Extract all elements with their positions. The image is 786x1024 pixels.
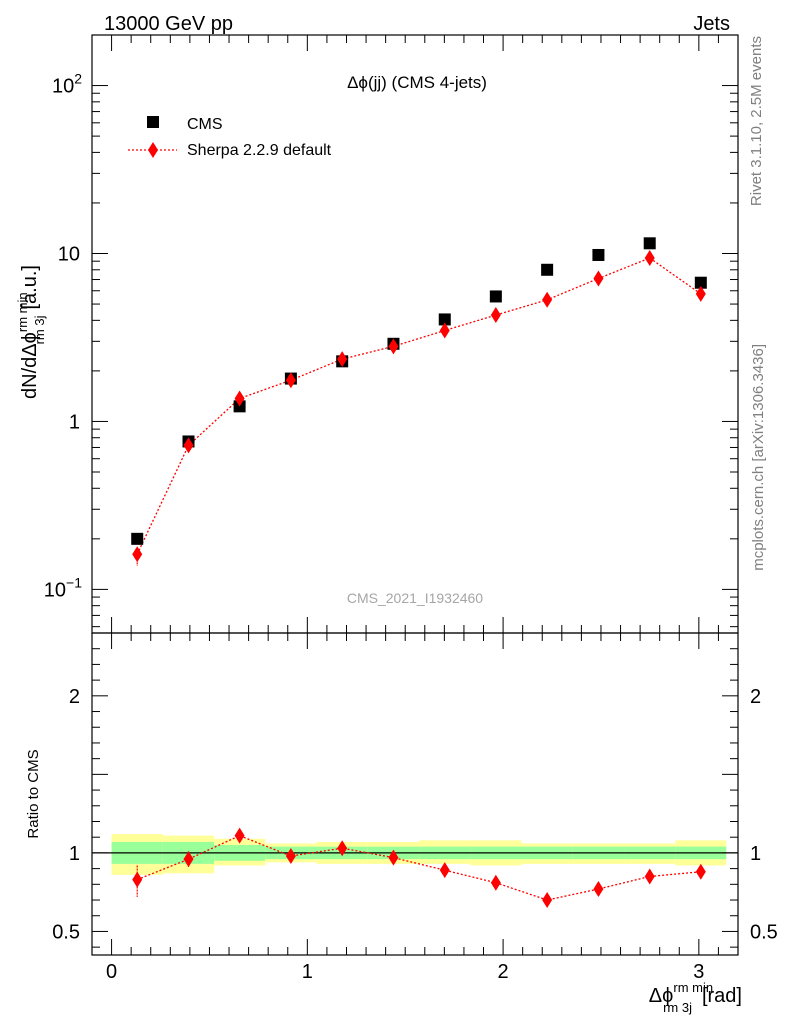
ratio-y-tick-label-left: 2 bbox=[69, 686, 80, 708]
main-x-ticks bbox=[111, 35, 739, 633]
main-points bbox=[131, 237, 707, 566]
analysis-id: CMS_2021_I1932460 bbox=[347, 590, 483, 606]
cms-point bbox=[438, 313, 451, 326]
ratio-mc-point bbox=[490, 874, 501, 891]
y-tick-label: 10 bbox=[58, 244, 80, 266]
legend: CMS Sherpa 2.2.9 default bbox=[128, 116, 332, 159]
y-tick-label: 10−1 bbox=[44, 574, 82, 601]
ratio-points bbox=[132, 827, 706, 909]
mc-point bbox=[490, 307, 501, 324]
chart-title: Δϕ(jj) (CMS 4-jets) bbox=[347, 73, 487, 92]
xlabel-sub: rm 3j bbox=[663, 1000, 692, 1015]
x-tick-label: 1 bbox=[302, 961, 313, 983]
y-tick-label: 1 bbox=[69, 411, 80, 433]
mc-line bbox=[136, 257, 702, 555]
cms-point bbox=[489, 290, 502, 303]
x-axis-label: Δϕrm min rm 3j [rad] bbox=[649, 980, 742, 1015]
ylabel-unit: [a.u.] bbox=[19, 265, 41, 309]
xlabel-main: Δϕ bbox=[649, 985, 674, 1007]
ratio-y-tick-label-right: 2 bbox=[750, 686, 761, 708]
cms-point bbox=[643, 237, 656, 250]
legend-label-mc: Sherpa 2.2.9 default bbox=[187, 142, 332, 159]
mc-point bbox=[183, 437, 194, 454]
ratio-mc-point bbox=[285, 848, 296, 865]
mc-point bbox=[644, 250, 655, 267]
main-ylabel-text: dN/dΔϕrm min rm 3j [a.u.] bbox=[15, 265, 47, 399]
cms-point bbox=[131, 532, 144, 545]
cms-point bbox=[541, 263, 554, 276]
cms-point bbox=[694, 276, 707, 289]
ratio-mc-point bbox=[439, 862, 450, 879]
mc-point bbox=[593, 270, 604, 287]
ratio-mc-line bbox=[136, 834, 701, 901]
main-y-ticks: 10−1 1 10 102 bbox=[44, 34, 738, 628]
mc-point bbox=[337, 351, 348, 368]
ratio-mc-point bbox=[644, 868, 655, 885]
header-energy: 13000 GeV pp bbox=[104, 13, 233, 35]
mc-point bbox=[234, 390, 245, 407]
ylabel-sub: rm 3j bbox=[32, 315, 47, 344]
ratio-y-tick-label-left: 1 bbox=[69, 843, 80, 865]
ratio-mc-point bbox=[234, 827, 245, 844]
ratio-mc-point bbox=[542, 892, 553, 909]
ratio-mc-point bbox=[593, 881, 604, 898]
ratio-bands bbox=[111, 834, 727, 875]
ratio-mc-point bbox=[183, 851, 194, 868]
rivet-label: Rivet 3.1.10, 2.5M events bbox=[748, 36, 765, 206]
ratio-y-tick-label-right: 0.5 bbox=[750, 921, 778, 943]
mc-point bbox=[439, 322, 450, 339]
legend-marker-mc bbox=[148, 142, 158, 158]
ratio-y-tick-label-right: 1 bbox=[750, 843, 761, 865]
xlabel-unit: [rad] bbox=[702, 985, 742, 1007]
mc-point bbox=[388, 338, 399, 355]
y-tick-label: 102 bbox=[52, 71, 82, 98]
mc-point bbox=[285, 372, 296, 389]
main-panel: 10−1 1 10 102 Δϕ(jj) (CMS 4-jets) CMS_2021_… bbox=[15, 34, 739, 634]
ratio-mc-point bbox=[132, 871, 143, 888]
ylabel-sup: rm min bbox=[15, 292, 30, 332]
mc-point bbox=[542, 291, 553, 308]
ratio-y-tick-label-left: 0.5 bbox=[52, 921, 80, 943]
ratio-mc-curve bbox=[136, 834, 701, 901]
ratio-mc-point bbox=[388, 849, 399, 866]
cms-point bbox=[592, 248, 605, 261]
x-tick-label: 3 bbox=[693, 961, 704, 983]
x-tick-label: 0 bbox=[106, 961, 117, 983]
xlabel-sup: rm min bbox=[673, 980, 713, 995]
mcplots-label: mcplots.cern.ch [arXiv:1306.3436] bbox=[750, 344, 767, 571]
ratio-mc-point bbox=[337, 840, 348, 857]
mc-point bbox=[132, 546, 143, 563]
ratio-mc-point bbox=[695, 863, 706, 880]
legend-label-cms: CMS bbox=[187, 116, 223, 133]
legend-marker-cms bbox=[147, 116, 159, 128]
ratio-frame bbox=[91, 632, 739, 956]
ratio-panel: 0.5 0.5 1 1 2 2 0 1 2 3 Ratio to CMS Δϕrm min rm … bbox=[25, 632, 778, 1015]
header-process: Jets bbox=[693, 13, 730, 35]
mc-curve bbox=[136, 257, 702, 555]
ratio-y-axis-label: Ratio to CMS bbox=[25, 749, 42, 838]
main-y-axis-label: dN/dΔϕrm min rm 3j [a.u.] bbox=[15, 265, 47, 399]
x-tick-label: 2 bbox=[498, 961, 509, 983]
mc-point bbox=[695, 285, 706, 302]
ylabel-main: dN/dΔϕ bbox=[19, 332, 41, 399]
ratio-x-ticks: 0 1 2 3 bbox=[106, 633, 739, 983]
ratio-y-ticks: 0.5 0.5 1 1 2 2 bbox=[52, 648, 778, 948]
